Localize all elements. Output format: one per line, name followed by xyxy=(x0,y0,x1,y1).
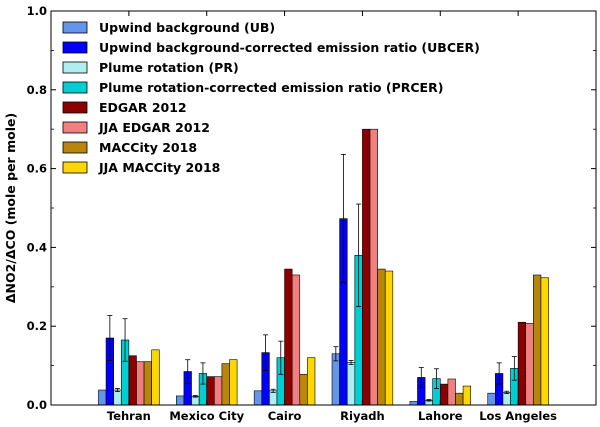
y-tick-label-0-2: 0.2 xyxy=(27,319,47,333)
error-bar-plume-rotation-corrected-emission-ratio-prcer-tehran xyxy=(122,318,128,362)
y-tick-label-0-6: 0.6 xyxy=(27,162,47,176)
x-tick-label-tehran: Tehran xyxy=(107,409,151,423)
error-bar-plume-rotation-corrected-emission-ratio-prcer-los-angeles xyxy=(511,356,517,381)
legend-swatch xyxy=(62,121,88,134)
bar-jja-edgar-2012-los-angeles xyxy=(525,323,534,406)
y-tick-label-1-0: 1.0 xyxy=(27,4,47,18)
legend-swatch xyxy=(62,81,88,94)
legend-label: Upwind background (UB) xyxy=(99,20,275,35)
bar-maccity-2018-tehran xyxy=(143,361,152,406)
bar-upwind-background-ub-cairo xyxy=(253,390,263,406)
bar-edgar-2012-tehran xyxy=(128,355,137,406)
y-tick-label-0-8: 0.8 xyxy=(27,83,47,97)
bar-upwind-background-ub-riyadh xyxy=(331,353,340,406)
x-tick-label-mexico-city: Mexico City xyxy=(169,409,244,423)
bar-edgar-2012-lahore xyxy=(439,383,449,406)
legend-swatch xyxy=(62,61,88,74)
legend-label: Plume rotation (PR) xyxy=(99,60,239,75)
legend-item-upwind-background-corrected-emission-ratio-ubcer: Upwind background-corrected emission rat… xyxy=(62,40,480,55)
error-bar-upwind-background-corrected-emission-ratio-ubcer-tehran xyxy=(107,315,113,361)
error-bar-plume-rotation-pr-riyadh xyxy=(348,360,354,365)
bar-jja-edgar-2012-cairo xyxy=(291,274,301,406)
legend-swatch xyxy=(62,41,88,54)
legend-item-edgar-2012: EDGAR 2012 xyxy=(62,100,187,115)
error-bar-plume-rotation-corrected-emission-ratio-prcer-lahore xyxy=(433,368,439,389)
legend-swatch xyxy=(62,101,88,114)
bar-jja-maccity-2018-cairo xyxy=(307,357,316,406)
bar-upwind-background-ub-mexico-city xyxy=(176,395,185,406)
bar-jja-maccity-2018-lahore xyxy=(462,385,471,406)
x-tick-label-lahore: Lahore xyxy=(418,409,463,423)
bar-jja-edgar-2012-riyadh xyxy=(369,128,378,406)
bar-plume-rotation-pr-cairo xyxy=(269,390,278,406)
y-tick-label-0-4: 0.4 xyxy=(27,240,47,254)
bar-plume-rotation-pr-los-angeles xyxy=(502,392,511,406)
legend-swatch xyxy=(62,161,88,174)
bar-maccity-2018-lahore xyxy=(455,392,464,406)
legend-swatch xyxy=(62,141,88,154)
bar-maccity-2018-mexico-city xyxy=(221,363,230,406)
bars-layer xyxy=(98,128,549,406)
bar-upwind-background-ub-lahore xyxy=(409,401,418,406)
bar-plume-rotation-pr-riyadh xyxy=(346,362,356,406)
bar-edgar-2012-riyadh xyxy=(362,128,371,406)
legend-label: EDGAR 2012 xyxy=(99,100,187,115)
bar-maccity-2018-los-angeles xyxy=(533,274,542,406)
x-tick-label-los-angeles: Los Angeles xyxy=(479,409,557,423)
error-bar-plume-rotation-pr-los-angeles xyxy=(504,390,510,394)
bar-plume-rotation-pr-mexico-city xyxy=(191,396,200,406)
bar-plume-rotation-pr-tehran xyxy=(113,389,122,406)
legend-label: JJA MACCity 2018 xyxy=(98,160,220,175)
error-bars-layer xyxy=(107,154,517,402)
legend-item-jja-maccity-2018: JJA MACCity 2018 xyxy=(62,160,220,175)
bar-jja-maccity-2018-mexico-city xyxy=(229,359,238,406)
bar-upwind-background-ub-los-angeles xyxy=(487,392,496,406)
legend-item-plume-rotation-pr: Plume rotation (PR) xyxy=(62,60,239,75)
error-bar-plume-rotation-pr-tehran xyxy=(114,388,120,393)
bar-jja-maccity-2018-riyadh xyxy=(384,270,394,406)
x-axis: Tehran Mexico City Cairo Riyadh Lahore Los An… xyxy=(107,11,557,423)
bar-jja-edgar-2012-tehran xyxy=(136,361,145,406)
legend-label: JJA EDGAR 2012 xyxy=(98,120,210,135)
error-bar-plume-rotation-corrected-emission-ratio-prcer-cairo xyxy=(278,340,284,375)
error-bar-plume-rotation-pr-mexico-city xyxy=(192,395,198,398)
legend-swatch xyxy=(62,21,88,34)
bar-edgar-2012-mexico-city xyxy=(206,376,215,406)
y-tick-label-0-0: 0.0 xyxy=(27,398,47,412)
bar-edgar-2012-cairo xyxy=(284,268,293,406)
error-bar-plume-rotation-corrected-emission-ratio-prcer-riyadh xyxy=(356,203,362,307)
legend-item-plume-rotation-corrected-emission-ratio-prcer: Plume rotation-corrected emission ratio … xyxy=(62,80,443,95)
bar-edgar-2012-los-angeles xyxy=(517,321,527,406)
legend-label: Plume rotation-corrected emission ratio … xyxy=(99,80,443,95)
legend: Upwind background (UB) Upwind background-… xyxy=(62,20,480,175)
error-bar-plume-rotation-pr-cairo xyxy=(270,388,276,393)
bar-jja-edgar-2012-lahore xyxy=(447,378,456,406)
bar-jja-edgar-2012-mexico-city xyxy=(214,376,223,406)
error-bar-upwind-background-corrected-emission-ratio-ubcer-mexico-city xyxy=(185,359,191,384)
error-bar-plume-rotation-pr-lahore xyxy=(426,399,432,402)
x-tick-label-riyadh: Riyadh xyxy=(340,409,384,423)
error-bar-upwind-background-corrected-emission-ratio-ubcer-riyadh xyxy=(340,154,346,284)
y-axis-title: ΔNO2/ΔCO (mole per mole) xyxy=(3,113,18,303)
bar-jja-maccity-2018-tehran xyxy=(151,349,160,406)
bar-maccity-2018-cairo xyxy=(299,373,308,406)
error-bar-upwind-background-ub-riyadh xyxy=(333,346,339,362)
bar-maccity-2018-riyadh xyxy=(377,268,386,406)
legend-label: Upwind background-corrected emission rat… xyxy=(99,40,480,55)
error-bar-plume-rotation-corrected-emission-ratio-prcer-mexico-city xyxy=(200,362,206,385)
bar-upwind-background-ub-tehran xyxy=(98,389,107,406)
error-bar-upwind-background-corrected-emission-ratio-ubcer-cairo xyxy=(263,334,269,371)
bar-jja-maccity-2018-los-angeles xyxy=(540,277,549,406)
legend-item-jja-edgar-2012: JJA EDGAR 2012 xyxy=(62,120,210,135)
x-tick-label-cairo: Cairo xyxy=(268,409,302,423)
legend-label: MACCity 2018 xyxy=(99,140,197,155)
legend-item-upwind-background-ub: Upwind background (UB) xyxy=(62,20,275,35)
legend-item-maccity-2018: MACCity 2018 xyxy=(62,140,197,155)
error-bar-upwind-background-corrected-emission-ratio-ubcer-lahore xyxy=(418,367,424,388)
error-bar-upwind-background-corrected-emission-ratio-ubcer-los-angeles xyxy=(496,362,502,385)
y-axis: 0.0 0.2 0.4 0.6 0.8 1.0 xyxy=(27,4,596,412)
